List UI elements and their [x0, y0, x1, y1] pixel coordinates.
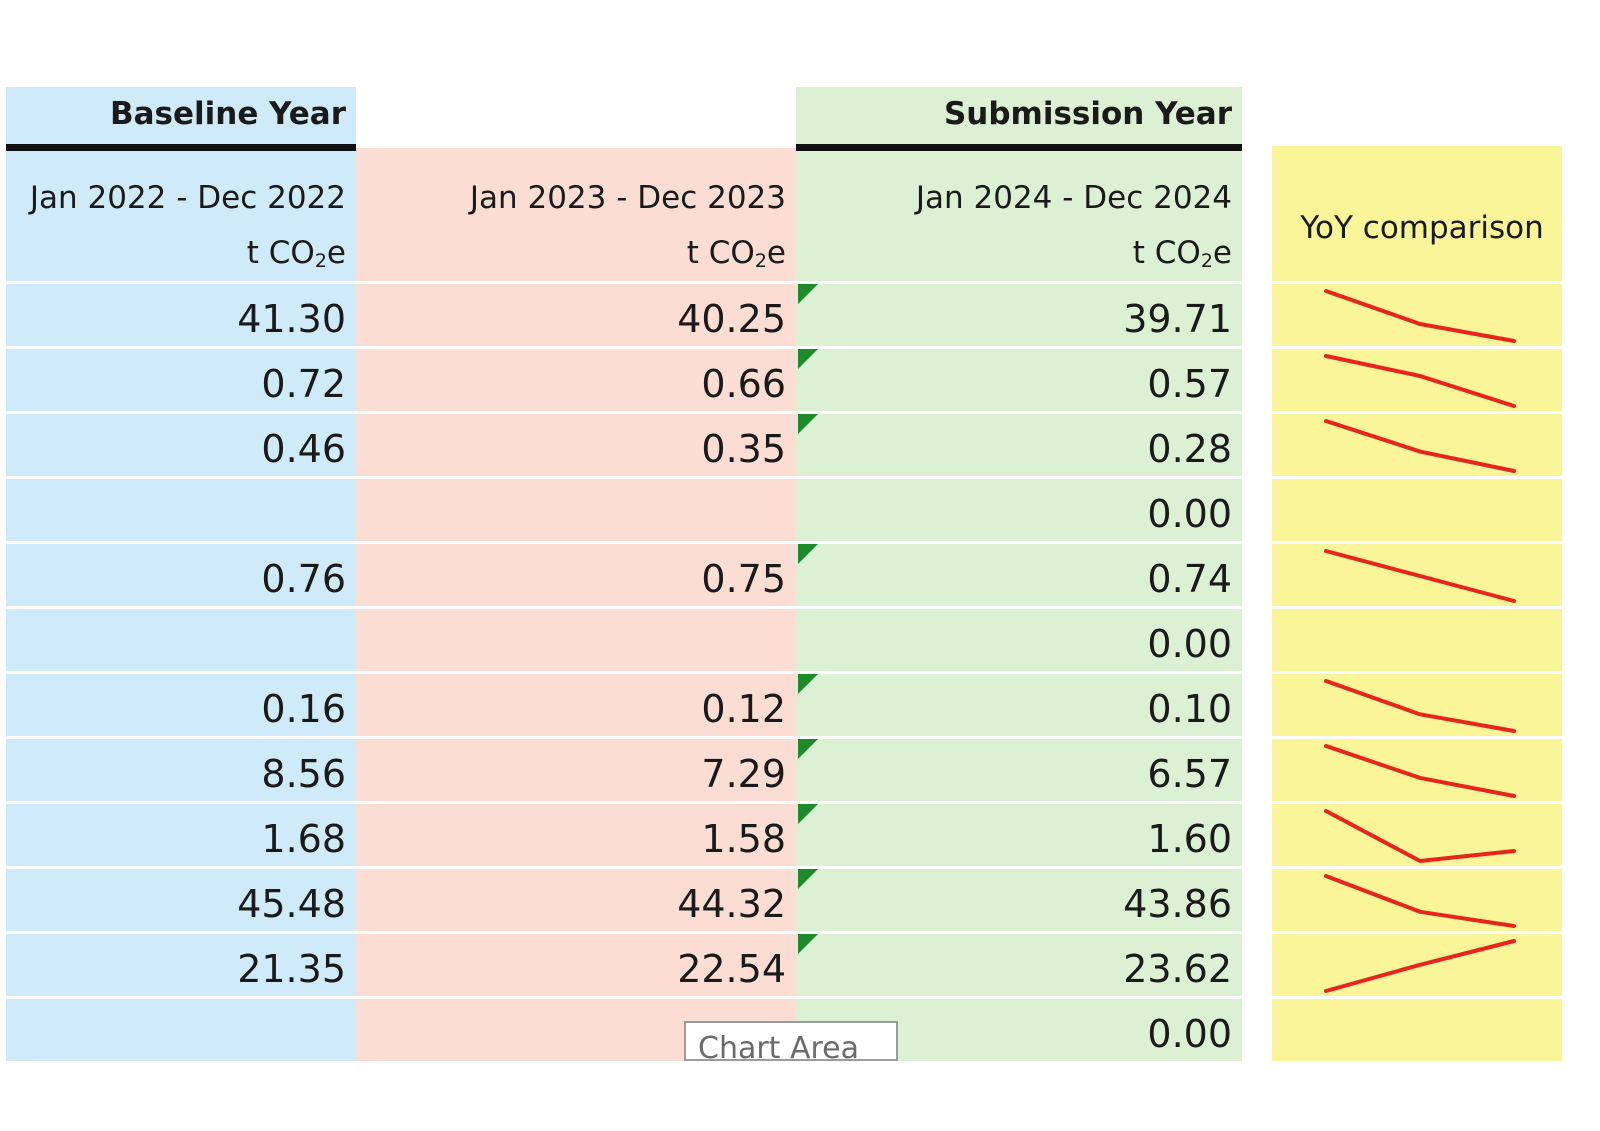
cell-2024[interactable]: 43.86: [1123, 882, 1232, 926]
yoy-row-separator: [1272, 476, 1562, 479]
yoy-row-separator: [1272, 801, 1562, 804]
cell-2023[interactable]: [356, 481, 796, 546]
unit-2022: t CO2e: [246, 235, 346, 272]
cell-2023[interactable]: 0.66: [701, 362, 786, 406]
cell-2024[interactable]: 1.60: [1147, 817, 1232, 861]
submission-header-rule: [796, 144, 1242, 151]
cell-2023[interactable]: 22.54: [677, 947, 786, 991]
cell-2024[interactable]: 0.00: [1147, 492, 1232, 536]
cell-2022[interactable]: 0.72: [261, 362, 346, 406]
yoy-row-separator: [1272, 996, 1562, 999]
row-separator: [6, 801, 1242, 804]
yoy-row-separator: [1272, 671, 1562, 674]
cell-2024[interactable]: 0.10: [1147, 687, 1232, 731]
cell-2022[interactable]: 45.48: [237, 882, 346, 926]
yoy-row-separator: [1272, 541, 1562, 544]
yoy-row-separator: [1272, 866, 1562, 869]
cell-2023[interactable]: 7.29: [701, 752, 786, 796]
baseline-year-header: Baseline Year: [110, 96, 346, 132]
unit-2024: t CO2e: [1132, 235, 1232, 272]
row-separator: [6, 541, 1242, 544]
cell-2022[interactable]: 0.16: [261, 687, 346, 731]
yoy-comparison-header: YoY comparison: [1300, 210, 1544, 246]
cell-2024[interactable]: 6.57: [1147, 752, 1232, 796]
cell-2024[interactable]: 0.28: [1147, 427, 1232, 471]
yoy-row-separator: [1272, 281, 1562, 284]
cell-error-indicator-icon[interactable]: [798, 739, 818, 759]
unit-2023: t CO2e: [686, 235, 786, 272]
cell-2022[interactable]: 0.76: [261, 557, 346, 601]
row-separator: [6, 671, 1242, 674]
cell-2024[interactable]: 23.62: [1123, 947, 1232, 991]
cell-2024[interactable]: 39.71: [1123, 297, 1232, 341]
row-separator: [6, 606, 1242, 609]
row-separator: [6, 996, 1242, 999]
cell-2024[interactable]: 0.00: [1147, 622, 1232, 666]
mid-year-column: [356, 148, 796, 1061]
submission-year-header: Submission Year: [943, 96, 1232, 132]
period-2022: Jan 2022 - Dec 2022: [29, 180, 346, 216]
yoy-row-separator: [1272, 606, 1562, 609]
cell-2023[interactable]: 0.75: [701, 557, 786, 601]
chart-area-tooltip: Chart Area: [684, 1021, 898, 1061]
row-separator: [6, 931, 1242, 934]
row-separator: [6, 736, 1242, 739]
cell-error-indicator-icon[interactable]: [798, 414, 818, 434]
row-separator: [6, 411, 1242, 414]
baseline-header-rule: [6, 144, 356, 151]
baseline-column: [6, 87, 356, 1061]
yoy-row-separator: [1272, 736, 1562, 739]
cell-error-indicator-icon[interactable]: [798, 804, 818, 824]
cell-2023[interactable]: 40.25: [677, 297, 786, 341]
submission-column: [796, 87, 1242, 1061]
cell-error-indicator-icon[interactable]: [798, 934, 818, 954]
cell-2022[interactable]: [6, 611, 356, 676]
period-2024: Jan 2024 - Dec 2024: [915, 180, 1232, 216]
cell-2024[interactable]: 0.00: [1147, 1012, 1232, 1056]
cell-2022[interactable]: 41.30: [237, 297, 346, 341]
row-separator: [6, 281, 1242, 284]
cell-2022[interactable]: [6, 481, 356, 546]
cell-2022[interactable]: 1.68: [261, 817, 346, 861]
row-separator: [6, 476, 1242, 479]
row-separator: [6, 346, 1242, 349]
yoy-row-separator: [1272, 346, 1562, 349]
cell-2023[interactable]: 1.58: [701, 817, 786, 861]
cell-2024[interactable]: 0.57: [1147, 362, 1232, 406]
row-separator: [6, 866, 1242, 869]
cell-error-indicator-icon[interactable]: [798, 284, 818, 304]
cell-2024[interactable]: 0.74: [1147, 557, 1232, 601]
cell-error-indicator-icon[interactable]: [798, 869, 818, 889]
cell-2022[interactable]: [6, 1001, 356, 1066]
cell-2022[interactable]: 8.56: [261, 752, 346, 796]
cell-error-indicator-icon[interactable]: [798, 674, 818, 694]
period-2023: Jan 2023 - Dec 2023: [469, 180, 786, 216]
yoy-row-separator: [1272, 931, 1562, 934]
cell-2023[interactable]: 44.32: [677, 882, 786, 926]
cell-2022[interactable]: 0.46: [261, 427, 346, 471]
cell-2023[interactable]: [356, 611, 796, 676]
cell-2022[interactable]: 21.35: [237, 947, 346, 991]
yoy-row-separator: [1272, 411, 1562, 414]
cell-error-indicator-icon[interactable]: [798, 544, 818, 564]
cell-2023[interactable]: 0.35: [701, 427, 786, 471]
cell-2023[interactable]: 0.12: [701, 687, 786, 731]
cell-error-indicator-icon[interactable]: [798, 349, 818, 369]
